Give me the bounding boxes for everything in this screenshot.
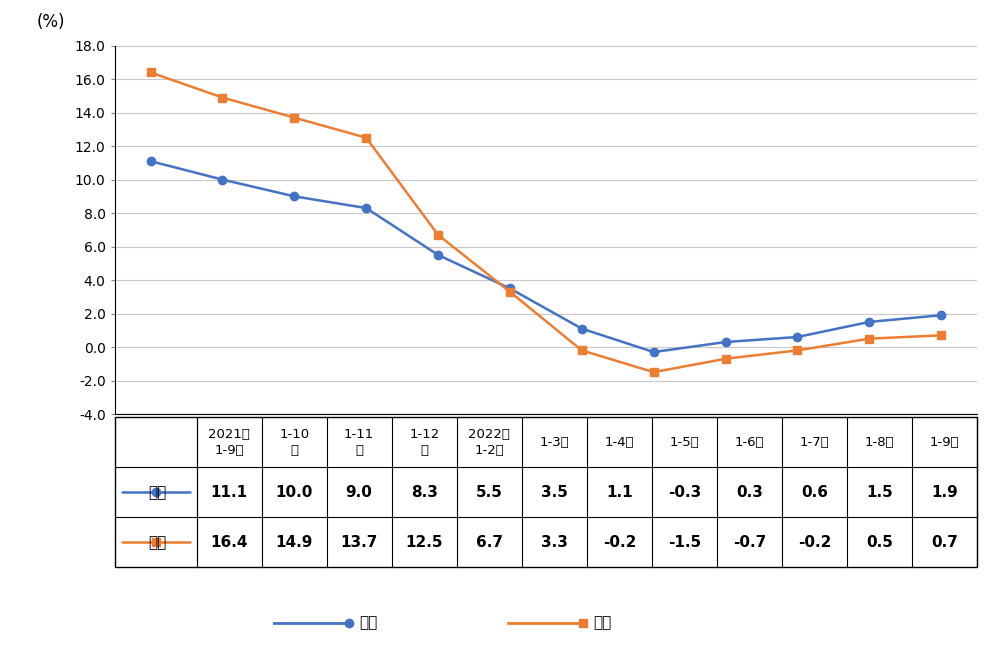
Text: 0.7: 0.7	[931, 535, 958, 550]
Text: 14.9: 14.9	[275, 535, 313, 550]
Text: 2021年
1-9月: 2021年 1-9月	[208, 428, 250, 457]
Text: 16.4: 16.4	[210, 535, 248, 550]
Text: -0.2: -0.2	[602, 535, 636, 550]
Text: -0.2: -0.2	[798, 535, 831, 550]
Text: 9.0: 9.0	[346, 484, 373, 500]
Text: 河南: 河南	[149, 484, 166, 500]
Text: 1.1: 1.1	[606, 484, 633, 500]
Text: 全国: 全国	[593, 615, 611, 630]
Text: 12.5: 12.5	[406, 535, 443, 550]
Text: 8.3: 8.3	[411, 484, 438, 500]
Text: -1.5: -1.5	[668, 535, 701, 550]
Text: 3.5: 3.5	[540, 484, 567, 500]
Text: 全国: 全国	[149, 535, 166, 550]
Text: 1.5: 1.5	[866, 484, 893, 500]
Text: 13.7: 13.7	[341, 535, 378, 550]
Text: (%): (%)	[37, 13, 66, 31]
Text: 0.6: 0.6	[801, 484, 828, 500]
Text: 1-12
月: 1-12 月	[409, 428, 440, 457]
Text: 1-9月: 1-9月	[930, 436, 959, 449]
Text: -0.3: -0.3	[668, 484, 701, 500]
Text: 1-8月: 1-8月	[864, 436, 894, 449]
Text: 6.7: 6.7	[476, 535, 502, 550]
Text: 1-5月: 1-5月	[670, 436, 699, 449]
Text: 1-4月: 1-4月	[604, 436, 634, 449]
Text: 1-3月: 1-3月	[539, 436, 569, 449]
Text: 0.3: 0.3	[736, 484, 763, 500]
Text: 1-11
月: 1-11 月	[344, 428, 374, 457]
Text: 1-6月: 1-6月	[735, 436, 765, 449]
Text: 河南: 河南	[359, 615, 377, 630]
Text: 1.9: 1.9	[931, 484, 958, 500]
Text: 3.3: 3.3	[540, 535, 567, 550]
Text: -0.7: -0.7	[733, 535, 766, 550]
Text: 1-7月: 1-7月	[800, 436, 830, 449]
Text: 5.5: 5.5	[476, 484, 502, 500]
Text: 2022年
1-2月: 2022年 1-2月	[469, 428, 510, 457]
Text: 10.0: 10.0	[275, 484, 313, 500]
Text: 0.5: 0.5	[866, 535, 893, 550]
Text: 11.1: 11.1	[210, 484, 247, 500]
Text: 1-10
月: 1-10 月	[279, 428, 309, 457]
